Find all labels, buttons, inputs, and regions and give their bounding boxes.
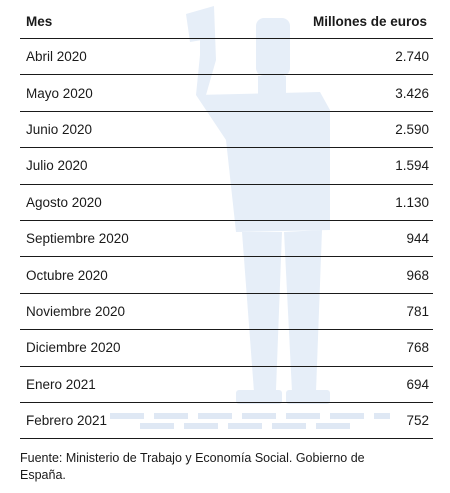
table-body: Abril 2020 2.740 Mayo 2020 3.426 Junio 2020 2… xyxy=(20,39,433,440)
header-month: Mes xyxy=(26,14,53,29)
table-header: Mes Millones de euros xyxy=(20,5,433,39)
source-note: Fuente: Ministerio de Trabajo y Economía… xyxy=(20,451,365,482)
month-cell: Abril 2020 xyxy=(26,49,87,65)
month-cell: Septiembre 2020 xyxy=(26,231,129,247)
month-cell: Julio 2020 xyxy=(26,158,88,174)
month-cell: Noviembre 2020 xyxy=(26,303,126,319)
table-row: Noviembre 2020 781 xyxy=(20,294,433,331)
table-row: Diciembre 2020 768 xyxy=(20,330,433,367)
table-row: Abril 2020 2.740 xyxy=(20,39,433,76)
month-cell: Enero 2021 xyxy=(26,376,96,392)
month-cell: Octubre 2020 xyxy=(26,267,108,283)
table-row: Septiembre 2020 944 xyxy=(20,221,433,258)
table-row: Febrero 2021 752 xyxy=(20,403,433,440)
table-row: Mayo 2020 3.426 xyxy=(20,75,433,112)
month-cell: Junio 2020 xyxy=(26,121,93,137)
month-cell: Agosto 2020 xyxy=(26,194,102,210)
month-cell: Febrero 2021 xyxy=(26,413,108,429)
amount-cell: 2.740 xyxy=(395,49,429,65)
table-row: Enero 2021 694 xyxy=(20,367,433,403)
amount-cell: 768 xyxy=(406,340,429,356)
data-table: Mes Millones de euros Abril 2020 2.740 May… xyxy=(20,5,433,440)
table-row: Agosto 2020 1.130 xyxy=(20,185,433,221)
amount-cell: 752 xyxy=(406,413,429,429)
month-cell: Mayo 2020 xyxy=(26,85,93,101)
amount-cell: 3.426 xyxy=(395,85,429,101)
amount-cell: 2.590 xyxy=(395,121,429,137)
header-millions: Millones de euros xyxy=(312,14,427,29)
amount-cell: 1.594 xyxy=(395,158,429,174)
month-cell: Diciembre 2020 xyxy=(26,340,121,356)
amount-cell: 944 xyxy=(406,231,429,247)
table-row: Julio 2020 1.594 xyxy=(20,148,433,185)
table-row: Junio 2020 2.590 xyxy=(20,112,433,149)
amount-cell: 694 xyxy=(406,376,429,392)
amount-cell: 781 xyxy=(406,303,429,319)
table-row: Octubre 2020 968 xyxy=(20,257,433,294)
amount-cell: 968 xyxy=(406,267,429,283)
amount-cell: 1.130 xyxy=(395,194,429,210)
